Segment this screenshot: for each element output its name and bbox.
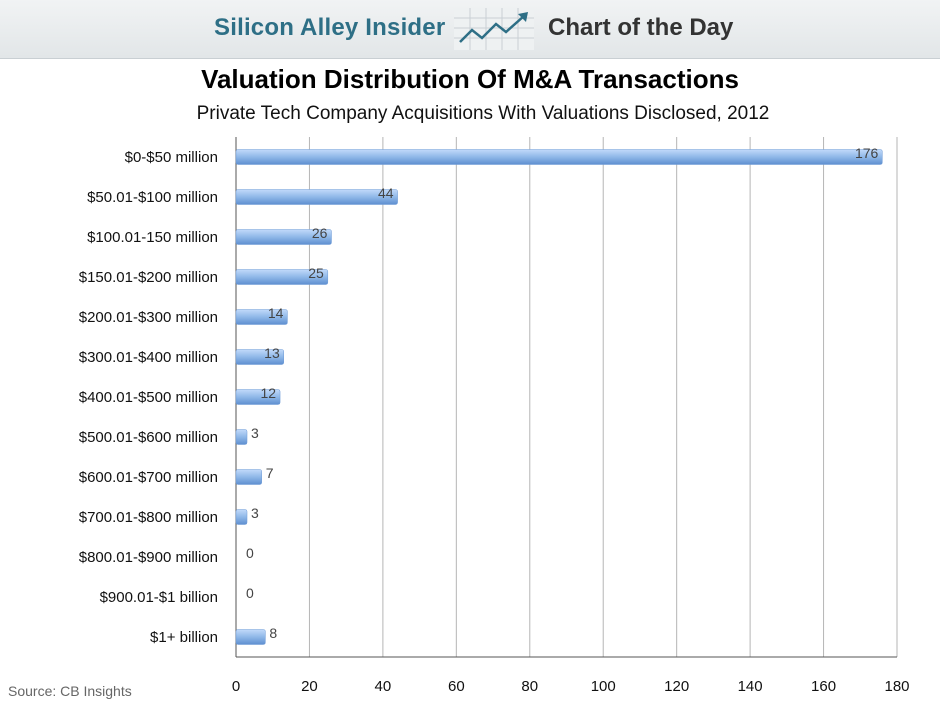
category-label: $50.01-$100 million: [87, 189, 218, 206]
x-tick-label: 40: [375, 678, 392, 695]
data-label: 44: [378, 185, 394, 201]
category-label: $300.01-$400 million: [79, 349, 218, 366]
bar: [235, 389, 281, 405]
x-tick-label: 80: [521, 678, 538, 695]
x-tick-label: 180: [884, 678, 909, 695]
category-label: $1+ billion: [150, 629, 218, 646]
category-label: $0-$50 million: [125, 149, 218, 166]
bar: [235, 229, 332, 245]
data-label: 25: [308, 265, 324, 281]
category-label: $900.01-$1 billion: [100, 589, 218, 606]
category-label: $500.01-$600 million: [79, 429, 218, 446]
data-label: 8: [269, 625, 277, 641]
header-banner: Silicon Alley Insider Chart of the Day: [0, 0, 940, 59]
bar: [235, 429, 248, 445]
data-label: 0: [246, 585, 254, 601]
category-label: $700.01-$800 million: [79, 509, 218, 526]
section-name: Chart of the Day: [548, 14, 734, 41]
trend-arrow-icon: [454, 8, 534, 50]
data-label: 12: [260, 385, 276, 401]
source-note: Source: CB Insights: [8, 683, 132, 699]
x-tick-label: 20: [301, 678, 318, 695]
bar: [235, 309, 288, 325]
x-tick-label: 100: [591, 678, 616, 695]
bar: [235, 469, 262, 485]
category-label: $200.01-$300 million: [79, 309, 218, 326]
data-label: 3: [251, 505, 259, 521]
data-label: 176: [855, 145, 879, 161]
category-label: $600.01-$700 million: [79, 469, 218, 486]
category-label: $100.01-150 million: [87, 229, 218, 246]
x-tick-label: 160: [811, 678, 836, 695]
x-tick-label: 120: [664, 678, 689, 695]
data-label: 0: [246, 545, 254, 561]
data-label: 3: [251, 425, 259, 441]
chart-title: Valuation Distribution Of M&A Transactio…: [201, 64, 739, 94]
bar: [235, 149, 883, 165]
x-tick-label: 0: [232, 678, 240, 695]
category-label: $800.01-$900 million: [79, 549, 218, 566]
data-label: 13: [264, 345, 280, 361]
bar: [235, 349, 284, 365]
data-label: 7: [266, 465, 274, 481]
bar: [235, 269, 329, 285]
category-label: $400.01-$500 million: [79, 389, 218, 406]
bar: [235, 509, 248, 525]
data-label: 26: [312, 225, 328, 241]
brand-name: Silicon Alley Insider: [214, 14, 446, 41]
bar: [235, 189, 398, 205]
data-label: 14: [268, 305, 284, 321]
x-tick-label: 140: [738, 678, 763, 695]
bar: [235, 629, 266, 645]
category-label: $150.01-$200 million: [79, 269, 218, 286]
chart-subtitle: Private Tech Company Acquisitions With V…: [196, 103, 770, 124]
x-tick-label: 60: [448, 678, 465, 695]
